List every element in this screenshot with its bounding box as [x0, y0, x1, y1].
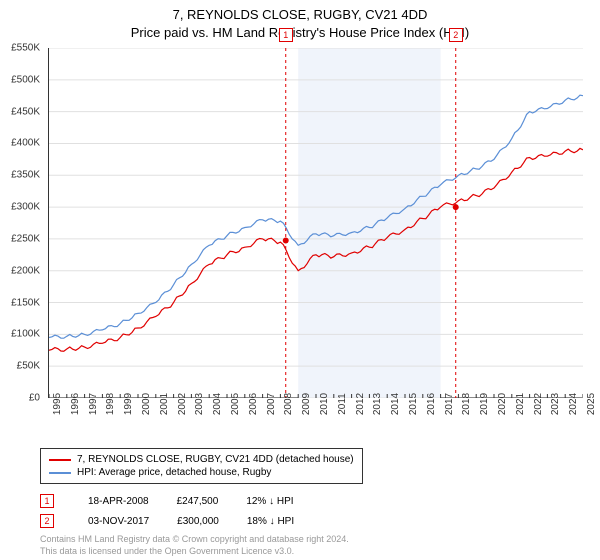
sale-row-1: 1 18-APR-2008 £247,500 12% ↓ HPI [40, 494, 294, 508]
x-tick-label: 2025 [586, 393, 597, 415]
x-tick-label: 2019 [479, 393, 490, 415]
sale-price-1: £247,500 [177, 496, 219, 507]
x-tick-label: 2007 [266, 393, 277, 415]
legend-label-property: 7, REYNOLDS CLOSE, RUGBY, CV21 4DD (deta… [77, 454, 354, 465]
y-tick-label: £50K [17, 361, 40, 372]
y-axis-labels: £0£50K£100K£150K£200K£250K£300K£350K£400… [0, 48, 44, 398]
chart-plot-area: 12 [48, 48, 582, 398]
x-tick-label: 2022 [533, 393, 544, 415]
sale-row-2: 2 03-NOV-2017 £300,000 18% ↓ HPI [40, 514, 294, 528]
y-tick-label: £150K [11, 297, 40, 308]
y-tick-label: £500K [11, 74, 40, 85]
sale-delta-2: 18% ↓ HPI [247, 516, 294, 527]
y-tick-label: £0 [29, 393, 40, 404]
y-tick-label: £250K [11, 233, 40, 244]
x-tick-label: 2001 [159, 393, 170, 415]
sale-badge-1: 1 [40, 494, 54, 508]
x-tick-label: 1997 [88, 393, 99, 415]
sale-date-2: 03-NOV-2017 [88, 516, 149, 527]
x-tick-label: 1998 [105, 393, 116, 415]
sale-delta-1: 12% ↓ HPI [246, 496, 293, 507]
x-tick-label: 2003 [194, 393, 205, 415]
x-tick-label: 2021 [515, 393, 526, 415]
footer-note: Contains HM Land Registry data © Crown c… [40, 534, 349, 557]
y-tick-label: £350K [11, 170, 40, 181]
x-tick-label: 2009 [301, 393, 312, 415]
x-tick-label: 2011 [337, 393, 348, 415]
x-tick-label: 2020 [497, 393, 508, 415]
y-tick-label: £450K [11, 106, 40, 117]
footer-line1: Contains HM Land Registry data © Crown c… [40, 534, 349, 546]
legend: 7, REYNOLDS CLOSE, RUGBY, CV21 4DD (deta… [40, 448, 363, 484]
x-tick-label: 2018 [461, 393, 472, 415]
y-tick-label: £100K [11, 329, 40, 340]
chart-svg [49, 48, 583, 398]
sale-price-2: £300,000 [177, 516, 219, 527]
legend-row-hpi: HPI: Average price, detached house, Rugb… [49, 466, 354, 479]
x-tick-label: 2004 [212, 393, 223, 415]
x-tick-label: 2010 [319, 393, 330, 415]
sale-badge-2: 2 [40, 514, 54, 528]
x-tick-label: 2000 [141, 393, 152, 415]
chart-title: 7, REYNOLDS CLOSE, RUGBY, CV21 4DD Price… [0, 0, 600, 42]
legend-label-hpi: HPI: Average price, detached house, Rugb… [77, 467, 271, 478]
x-tick-label: 2002 [177, 393, 188, 415]
legend-row-property: 7, REYNOLDS CLOSE, RUGBY, CV21 4DD (deta… [49, 453, 354, 466]
chart-marker-badge: 2 [449, 28, 463, 42]
x-tick-label: 1999 [123, 393, 134, 415]
x-tick-label: 2013 [372, 393, 383, 415]
x-tick-label: 2006 [248, 393, 259, 415]
y-tick-label: £550K [11, 43, 40, 54]
title-line2: Price paid vs. HM Land Registry's House … [0, 24, 600, 42]
y-tick-label: £400K [11, 138, 40, 149]
x-tick-label: 2012 [355, 393, 366, 415]
footer-line2: This data is licensed under the Open Gov… [40, 546, 349, 558]
chart-marker-badge: 1 [279, 28, 293, 42]
x-tick-label: 1996 [70, 393, 81, 415]
sale-date-1: 18-APR-2008 [88, 496, 149, 507]
x-tick-label: 2008 [283, 393, 294, 415]
x-tick-label: 2016 [426, 393, 437, 415]
legend-swatch-hpi [49, 472, 71, 474]
x-axis-labels: 1995199619971998199920002001200220032004… [48, 400, 582, 450]
legend-swatch-property [49, 459, 71, 461]
y-tick-label: £300K [11, 202, 40, 213]
x-tick-label: 2017 [444, 393, 455, 415]
title-line1: 7, REYNOLDS CLOSE, RUGBY, CV21 4DD [0, 6, 600, 24]
y-tick-label: £200K [11, 265, 40, 276]
x-tick-label: 1995 [52, 393, 63, 415]
x-tick-label: 2014 [390, 393, 401, 415]
x-tick-label: 2024 [568, 393, 579, 415]
x-tick-label: 2023 [550, 393, 561, 415]
x-tick-label: 2015 [408, 393, 419, 415]
x-tick-label: 2005 [230, 393, 241, 415]
